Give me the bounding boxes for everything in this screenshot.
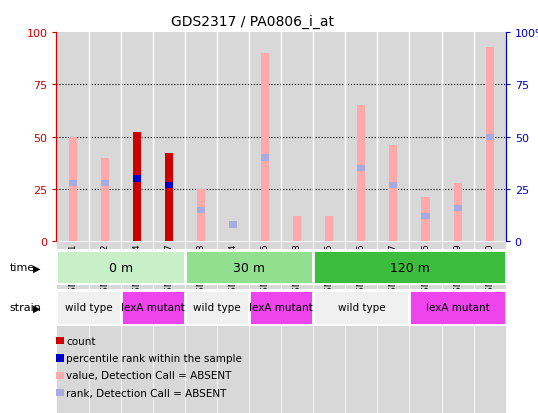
Bar [345,33,377,242]
Text: 120 m: 120 m [390,261,429,274]
Text: wild type: wild type [65,303,112,313]
Bar [486,47,494,242]
Bar [197,207,205,214]
Bar [217,33,249,242]
Text: GDS2317 / PA0806_i_at: GDS2317 / PA0806_i_at [172,14,334,28]
Bar [197,190,205,242]
Text: count: count [66,336,96,346]
Bar [261,54,269,242]
Text: rank, Detection Call = ABSENT: rank, Detection Call = ABSENT [66,388,226,398]
Bar [313,290,409,325]
Text: strain: strain [10,303,41,313]
Bar [377,33,409,242]
Bar [261,155,269,161]
Bar [390,146,398,242]
Bar [421,198,429,242]
Bar [249,290,313,325]
Bar [486,134,494,140]
Bar [409,242,442,413]
Bar [442,242,473,413]
Bar [89,33,121,242]
Bar [454,183,462,242]
Text: ▶: ▶ [33,303,41,313]
Bar [293,216,301,242]
Bar [473,33,506,242]
Bar [454,205,462,211]
Bar [165,182,173,188]
Bar [357,166,365,172]
Bar [56,242,89,413]
Bar [165,154,173,242]
Bar [121,33,153,242]
Bar [377,242,409,413]
Bar [357,106,365,242]
Text: wild type: wild type [193,303,240,313]
Bar [249,33,281,242]
Bar [185,242,217,413]
Bar [313,251,506,284]
Bar [249,242,281,413]
Text: percentile rank within the sample: percentile rank within the sample [66,353,242,363]
Bar [217,242,249,413]
Bar [165,154,173,242]
Bar [442,33,473,242]
Bar [473,242,506,413]
Bar [56,251,185,284]
Bar [313,242,345,413]
Bar [133,133,141,242]
Bar [229,222,237,228]
Text: lexA mutant: lexA mutant [426,303,490,313]
Text: lexA mutant: lexA mutant [121,303,185,313]
Text: 0 m: 0 m [109,261,133,274]
Bar [68,180,76,186]
Text: time: time [10,263,35,273]
Bar [56,33,89,242]
Bar [281,242,313,413]
Bar [56,290,121,325]
Bar [185,251,313,284]
Bar [101,180,109,186]
Bar [133,176,141,182]
Text: value, Detection Call = ABSENT: value, Detection Call = ABSENT [66,370,231,380]
Bar [101,158,109,242]
Bar [390,182,398,188]
Bar [121,290,185,325]
Bar [185,33,217,242]
Bar [409,290,506,325]
Bar [68,137,76,242]
Bar [345,242,377,413]
Bar [153,33,185,242]
Text: lexA mutant: lexA mutant [249,303,313,313]
Bar [133,133,141,242]
Bar [121,242,153,413]
Bar [325,216,333,242]
Bar [409,33,442,242]
Bar [89,242,121,413]
Text: wild type: wild type [337,303,385,313]
Bar [313,33,345,242]
Bar [281,33,313,242]
Bar [153,242,185,413]
Text: 30 m: 30 m [233,261,265,274]
Bar [185,290,249,325]
Text: ▶: ▶ [33,263,41,273]
Bar [165,184,173,190]
Bar [421,214,429,220]
